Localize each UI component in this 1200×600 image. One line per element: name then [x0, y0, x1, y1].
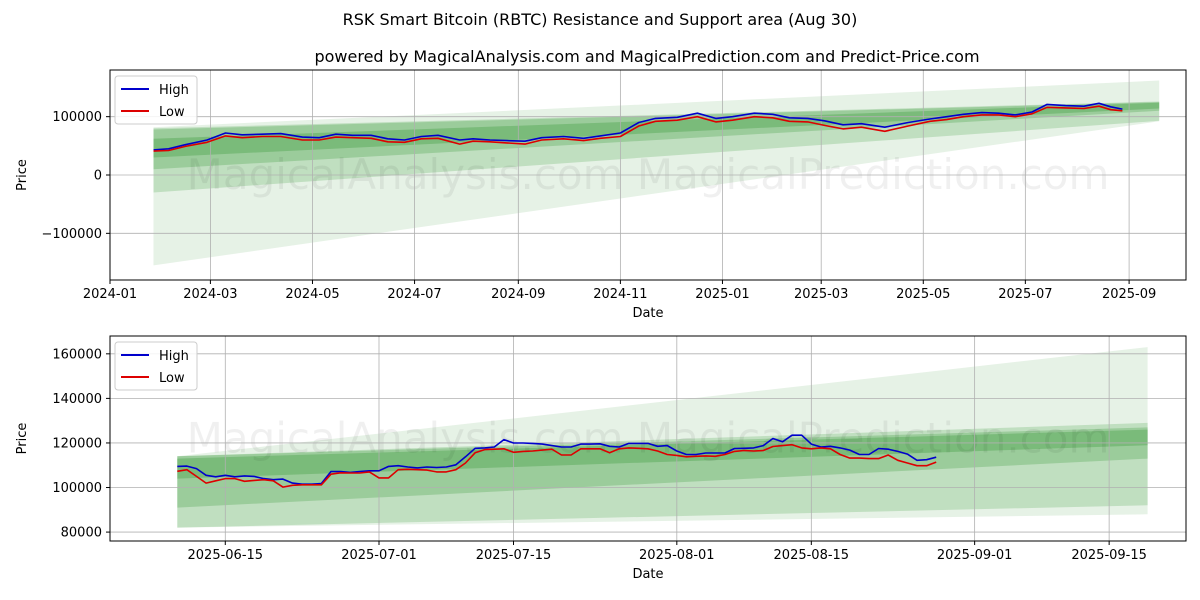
top-xtick-label-10: 2025-09 [1102, 287, 1156, 302]
chart-title: RSK Smart Bitcoin (RBTC) Resistance and … [343, 10, 858, 29]
bottom-band-3 [177, 429, 1148, 479]
bottom-ytick-label-1: 100000 [52, 481, 102, 496]
bottom-xtick-label-5: 2025-09-01 [937, 548, 1013, 563]
top-xtick-label-9: 2025-07 [998, 287, 1052, 302]
bottom-xaxis-label: Date [632, 567, 663, 582]
top-xtick-label-2: 2024-05 [285, 287, 339, 302]
bottom-band-0 [177, 347, 1148, 528]
top-series [153, 102, 1123, 152]
top-legend: High Low [114, 75, 198, 125]
top-yaxis-label: Price [15, 159, 30, 191]
bottom-ytick-label-3: 140000 [52, 392, 102, 407]
bottom-ytick-label-4: 160000 [52, 347, 102, 362]
bottom-band-1 [177, 422, 1148, 528]
bottom-plot-frame [109, 335, 1187, 542]
bottom-xtick-label-1: 2025-07-01 [341, 548, 417, 563]
chart-subtitle: powered by MagicalAnalysis.com and Magic… [314, 47, 979, 66]
bottom-series [177, 434, 937, 488]
top-series-low-line [153, 105, 1123, 152]
top-xtick-label-1: 2024-03 [183, 287, 237, 302]
top-ytick-label-2: 100000 [52, 110, 102, 125]
top-ytick-label-0: −100000 [41, 227, 102, 242]
top-band-1 [153, 101, 1160, 193]
bottom-watermark: MagicalAnalysis.com MagicalPrediction.co… [187, 414, 1110, 463]
bottom-legend-label-high: High [159, 349, 189, 364]
top-legend-label-high: High [159, 83, 189, 98]
top-xtick-label-3: 2024-07 [387, 287, 441, 302]
bottom-ytick-label-0: 80000 [61, 526, 102, 541]
top-xtick-label-8: 2025-05 [896, 287, 950, 302]
bottom-yaxis-label: Price [15, 423, 30, 455]
top-xtick-label-7: 2025-03 [794, 287, 848, 302]
bottom-xtick-label-4: 2025-08-15 [774, 548, 850, 563]
top-ytick-label-1: 0 [94, 169, 102, 184]
bottom-legend-label-low: Low [159, 371, 185, 386]
top-xtick-label-5: 2024-11 [593, 287, 647, 302]
top-band-2 [153, 102, 1160, 170]
top-panel: MagicalAnalysis.com MagicalPrediction.co… [15, 69, 1187, 321]
top-xtick-label-6: 2025-01 [695, 287, 749, 302]
top-watermark: MagicalAnalysis.com MagicalPrediction.co… [187, 150, 1110, 199]
top-legend-label-low: Low [159, 105, 185, 120]
bottom-xtick-label-6: 2025-09-15 [1071, 548, 1147, 563]
bottom-ytick-label-2: 120000 [52, 436, 102, 451]
top-xtick-label-4: 2024-09 [491, 287, 545, 302]
top-series-high-line [153, 102, 1123, 151]
bottom-panel: MagicalAnalysis.com MagicalPrediction.co… [15, 335, 1187, 582]
bottom-xtick-label-2: 2025-07-15 [476, 548, 552, 563]
top-xtick-label-0: 2024-01 [83, 287, 137, 302]
bottom-xtick-label-0: 2025-06-15 [188, 548, 264, 563]
bottom-xtick-label-3: 2025-08-01 [639, 548, 715, 563]
top-xaxis-label: Date [632, 306, 663, 321]
bottom-series-low-line [177, 443, 937, 488]
bottom-legend: High Low [114, 341, 198, 391]
